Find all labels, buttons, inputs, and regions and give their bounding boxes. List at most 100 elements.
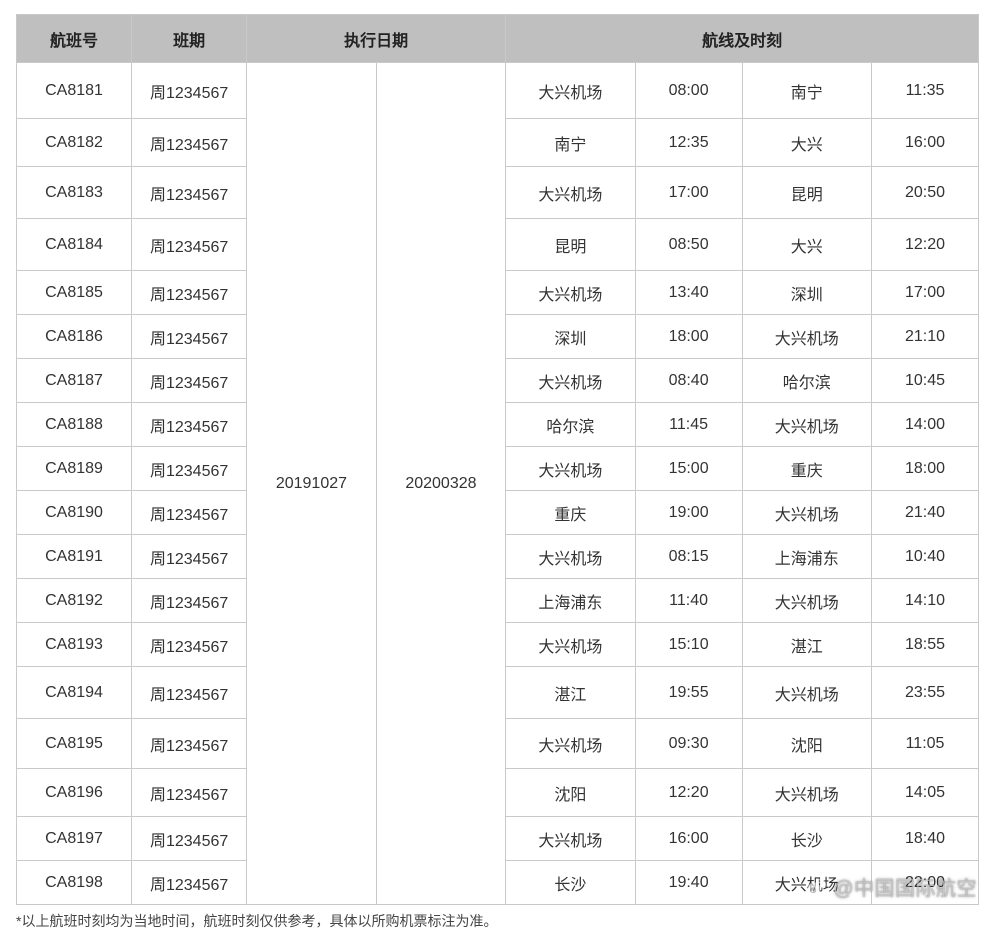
cell-arrive-time: 16:00	[872, 119, 979, 167]
cell-depart-time: 08:15	[635, 535, 742, 579]
cell-flight-no: CA8193	[17, 623, 132, 667]
cell-origin: 大兴机场	[506, 271, 635, 315]
cell-dest: 大兴机场	[742, 769, 871, 817]
cell-depart-time: 19:00	[635, 491, 742, 535]
cell-origin: 大兴机场	[506, 719, 635, 769]
cell-arrive-time: 12:20	[872, 219, 979, 271]
cell-flight-no: CA8186	[17, 315, 132, 359]
col-header-flight-no: 航班号	[17, 15, 132, 63]
cell-arrive-time: 18:55	[872, 623, 979, 667]
cell-period: 周1234567	[132, 167, 247, 219]
cell-arrive-time: 17:00	[872, 271, 979, 315]
cell-origin: 大兴机场	[506, 359, 635, 403]
cell-origin: 大兴机场	[506, 623, 635, 667]
cell-period: 周1234567	[132, 667, 247, 719]
cell-origin: 湛江	[506, 667, 635, 719]
cell-depart-time: 12:20	[635, 769, 742, 817]
cell-depart-time: 12:35	[635, 119, 742, 167]
cell-period: 周1234567	[132, 219, 247, 271]
cell-depart-time: 15:00	[635, 447, 742, 491]
cell-depart-time: 11:45	[635, 403, 742, 447]
cell-dest: 哈尔滨	[742, 359, 871, 403]
cell-arrive-time: 11:35	[872, 63, 979, 119]
cell-arrive-time: 14:00	[872, 403, 979, 447]
cell-origin: 大兴机场	[506, 535, 635, 579]
cell-flight-no: CA8191	[17, 535, 132, 579]
cell-dest: 湛江	[742, 623, 871, 667]
cell-period: 周1234567	[132, 719, 247, 769]
cell-arrive-time: 20:50	[872, 167, 979, 219]
cell-period: 周1234567	[132, 623, 247, 667]
cell-period: 周1234567	[132, 359, 247, 403]
cell-flight-no: CA8194	[17, 667, 132, 719]
cell-dest: 重庆	[742, 447, 871, 491]
cell-arrive-time: 21:40	[872, 491, 979, 535]
cell-dest: 大兴机场	[742, 315, 871, 359]
cell-flight-no: CA8192	[17, 579, 132, 623]
cell-flight-no: CA8185	[17, 271, 132, 315]
cell-depart-time: 09:30	[635, 719, 742, 769]
cell-flight-no: CA8188	[17, 403, 132, 447]
cell-origin: 长沙	[506, 861, 635, 905]
cell-arrive-time: 18:00	[872, 447, 979, 491]
cell-period: 周1234567	[132, 861, 247, 905]
cell-flight-no: CA8195	[17, 719, 132, 769]
cell-dest: 大兴机场	[742, 667, 871, 719]
page: 航班号 班期 执行日期 航线及时刻 CA8181周123456720191027…	[0, 0, 995, 915]
table-row: CA8181周12345672019102720200328大兴机场08:00南…	[17, 63, 979, 119]
col-header-period: 班期	[132, 15, 247, 63]
cell-period: 周1234567	[132, 535, 247, 579]
cell-dest: 沈阳	[742, 719, 871, 769]
cell-origin: 大兴机场	[506, 63, 635, 119]
cell-origin: 大兴机场	[506, 167, 635, 219]
cell-arrive-time: 14:05	[872, 769, 979, 817]
cell-arrive-time: 11:05	[872, 719, 979, 769]
cell-origin: 哈尔滨	[506, 403, 635, 447]
cell-dest: 长沙	[742, 817, 871, 861]
cell-flight-no: CA8190	[17, 491, 132, 535]
cell-origin: 南宁	[506, 119, 635, 167]
cell-origin: 上海浦东	[506, 579, 635, 623]
cell-dest: 大兴	[742, 119, 871, 167]
cell-exec-date-end: 20200328	[376, 63, 506, 905]
cell-flight-no: CA8198	[17, 861, 132, 905]
flight-schedule-table: 航班号 班期 执行日期 航线及时刻 CA8181周123456720191027…	[16, 14, 979, 905]
table-header: 航班号 班期 执行日期 航线及时刻	[17, 15, 979, 63]
cell-depart-time: 08:40	[635, 359, 742, 403]
cell-flight-no: CA8197	[17, 817, 132, 861]
cell-flight-no: CA8189	[17, 447, 132, 491]
cell-depart-time: 16:00	[635, 817, 742, 861]
cell-flight-no: CA8187	[17, 359, 132, 403]
cell-depart-time: 11:40	[635, 579, 742, 623]
cell-depart-time: 17:00	[635, 167, 742, 219]
cell-dest: 大兴机场	[742, 579, 871, 623]
cell-arrive-time: 21:10	[872, 315, 979, 359]
cell-depart-time: 19:40	[635, 861, 742, 905]
cell-arrive-time: 22:00	[872, 861, 979, 905]
cell-origin: 昆明	[506, 219, 635, 271]
cell-dest: 南宁	[742, 63, 871, 119]
col-header-route-time: 航线及时刻	[506, 15, 979, 63]
cell-dest: 大兴	[742, 219, 871, 271]
cell-depart-time: 15:10	[635, 623, 742, 667]
cell-dest: 昆明	[742, 167, 871, 219]
cell-dest: 深圳	[742, 271, 871, 315]
cell-exec-date-start: 20191027	[247, 63, 376, 905]
cell-arrive-time: 10:40	[872, 535, 979, 579]
cell-period: 周1234567	[132, 315, 247, 359]
cell-arrive-time: 18:40	[872, 817, 979, 861]
cell-period: 周1234567	[132, 271, 247, 315]
cell-depart-time: 19:55	[635, 667, 742, 719]
cell-origin: 大兴机场	[506, 817, 635, 861]
cell-period: 周1234567	[132, 403, 247, 447]
cell-period: 周1234567	[132, 769, 247, 817]
cell-dest: 大兴机场	[742, 403, 871, 447]
cell-depart-time: 13:40	[635, 271, 742, 315]
cell-flight-no: CA8196	[17, 769, 132, 817]
table-header-row: 航班号 班期 执行日期 航线及时刻	[17, 15, 979, 63]
cell-dest: 大兴机场	[742, 491, 871, 535]
cell-period: 周1234567	[132, 579, 247, 623]
cell-flight-no: CA8184	[17, 219, 132, 271]
cell-period: 周1234567	[132, 491, 247, 535]
cell-origin: 大兴机场	[506, 447, 635, 491]
